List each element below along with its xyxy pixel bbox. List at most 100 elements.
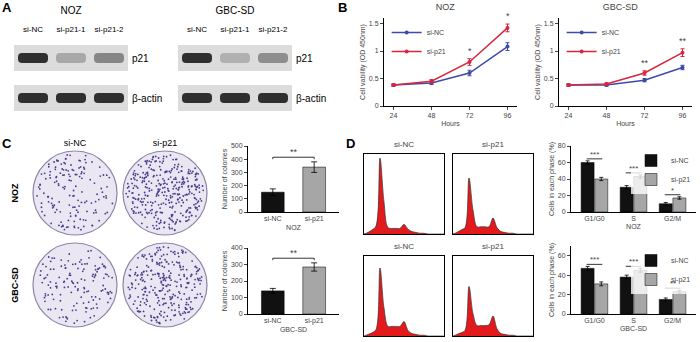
svg-text:NOZ: NOZ <box>10 183 20 203</box>
svg-text:p21: p21 <box>132 53 149 64</box>
svg-text:400: 400 <box>231 156 243 163</box>
svg-text:0: 0 <box>562 208 566 215</box>
svg-text:20: 20 <box>558 291 566 298</box>
svg-text:***: *** <box>590 255 599 264</box>
svg-text:200: 200 <box>231 182 243 189</box>
svg-text:si-NC: si-NC <box>264 317 282 324</box>
svg-text:si-p21: si-p21 <box>482 140 504 149</box>
svg-text:1: 1 <box>550 47 554 54</box>
svg-text:si-p21: si-p21 <box>153 138 178 148</box>
svg-text:96: 96 <box>679 112 687 119</box>
svg-text:si-NC: si-NC <box>394 140 414 149</box>
svg-text:NOZ: NOZ <box>286 224 302 231</box>
svg-text:si-p21: si-p21 <box>602 48 621 56</box>
svg-text:1.5: 1.5 <box>369 20 379 27</box>
svg-text:**: ** <box>290 248 298 258</box>
svg-text:si-NC: si-NC <box>264 215 282 222</box>
svg-text:500: 500 <box>231 142 243 149</box>
svg-text:si-p21: si-p21 <box>305 317 324 325</box>
svg-text:0: 0 <box>375 102 379 109</box>
svg-text:48: 48 <box>428 112 436 119</box>
svg-text:**: ** <box>670 279 676 288</box>
svg-text:96: 96 <box>504 112 512 119</box>
svg-text:0.5: 0.5 <box>544 75 554 82</box>
svg-text:0: 0 <box>239 208 243 215</box>
svg-text:si-p21: si-p21 <box>482 242 504 251</box>
svg-text:β-actin: β-actin <box>132 93 162 104</box>
svg-text:Hours: Hours <box>441 120 460 127</box>
svg-text:NOZ: NOZ <box>436 2 456 12</box>
svg-text:48: 48 <box>603 112 611 119</box>
svg-text:Hours: Hours <box>616 120 635 127</box>
svg-text:40: 40 <box>558 272 566 279</box>
svg-text:si-NC: si-NC <box>23 25 43 34</box>
svg-text:si-p21: si-p21 <box>671 176 690 184</box>
svg-text:**: ** <box>290 147 298 157</box>
svg-text:si-p21-2: si-p21-2 <box>259 25 288 34</box>
svg-text:24: 24 <box>565 112 573 119</box>
svg-text:Cells in each phase (%): Cells in each phase (%) <box>548 142 556 216</box>
svg-text:200: 200 <box>231 277 243 284</box>
svg-text:300: 300 <box>231 261 243 268</box>
svg-text:G2/M: G2/M <box>664 317 681 324</box>
svg-text:β-actin: β-actin <box>296 93 326 104</box>
svg-text:GBC-SD: GBC-SD <box>10 267 20 303</box>
svg-text:*: * <box>671 186 674 195</box>
svg-text:si-p21: si-p21 <box>305 215 324 223</box>
svg-text:si-NC: si-NC <box>427 29 445 36</box>
svg-text:Cells in each phase (%): Cells in each phase (%) <box>548 243 556 317</box>
svg-text:si-p21: si-p21 <box>427 48 446 56</box>
svg-text:0.5: 0.5 <box>369 75 379 82</box>
svg-text:60: 60 <box>558 252 566 259</box>
svg-text:1: 1 <box>375 47 379 54</box>
svg-text:***: *** <box>590 150 599 159</box>
svg-text:100: 100 <box>231 294 243 301</box>
svg-text:si-NC: si-NC <box>671 157 689 164</box>
svg-text:**: ** <box>679 36 687 46</box>
svg-text:Number of colonies: Number of colonies <box>221 148 228 209</box>
svg-text:40: 40 <box>558 175 566 182</box>
svg-text:p21: p21 <box>296 53 313 64</box>
svg-text:S: S <box>631 317 636 324</box>
svg-text:100: 100 <box>231 195 243 202</box>
svg-text:GBC-SD: GBC-SD <box>216 5 255 16</box>
svg-text:1.5: 1.5 <box>544 20 554 27</box>
svg-text:72: 72 <box>466 112 474 119</box>
svg-text:G1/G0: G1/G0 <box>584 215 605 222</box>
svg-text:G2/M: G2/M <box>664 215 681 222</box>
svg-text:GBC-SD: GBC-SD <box>280 326 307 333</box>
svg-text:**: ** <box>641 58 649 68</box>
svg-text:si-NC: si-NC <box>602 29 620 36</box>
svg-text:400: 400 <box>231 244 243 251</box>
svg-text:24: 24 <box>390 112 398 119</box>
svg-text:0: 0 <box>550 102 554 109</box>
svg-text:***: *** <box>629 257 638 266</box>
svg-text:si-NC: si-NC <box>187 25 207 34</box>
svg-text:Cell vability (OD 450nm): Cell vability (OD 450nm) <box>534 24 542 100</box>
svg-text:80: 80 <box>558 142 566 149</box>
svg-text:G1/G0: G1/G0 <box>584 317 605 324</box>
svg-text:Number of colonies: Number of colonies <box>221 250 228 311</box>
svg-text:20: 20 <box>558 192 566 199</box>
svg-text:si-p21-1: si-p21-1 <box>221 25 250 34</box>
svg-text:S: S <box>631 215 636 222</box>
svg-text:72: 72 <box>641 112 649 119</box>
svg-text:si-p21-2: si-p21-2 <box>95 25 124 34</box>
svg-text:NOZ: NOZ <box>60 5 81 16</box>
svg-text:si-p21-1: si-p21-1 <box>57 25 86 34</box>
svg-text:0: 0 <box>562 310 566 317</box>
svg-text:0: 0 <box>239 310 243 317</box>
svg-text:*: * <box>468 46 472 56</box>
svg-text:NOZ: NOZ <box>626 223 642 230</box>
svg-text:si-NC: si-NC <box>671 257 689 264</box>
svg-text:***: *** <box>629 164 638 173</box>
svg-text:60: 60 <box>558 159 566 166</box>
svg-text:si-p21: si-p21 <box>671 276 690 284</box>
svg-text:300: 300 <box>231 169 243 176</box>
svg-text:GBC-SD: GBC-SD <box>603 2 639 12</box>
svg-text:*: * <box>506 11 510 21</box>
svg-text:si-NC: si-NC <box>64 138 87 148</box>
svg-text:GBC-SD: GBC-SD <box>620 325 647 332</box>
svg-text:Cell vability (OD 450nm): Cell vability (OD 450nm) <box>359 24 367 100</box>
svg-text:si-NC: si-NC <box>394 242 414 251</box>
